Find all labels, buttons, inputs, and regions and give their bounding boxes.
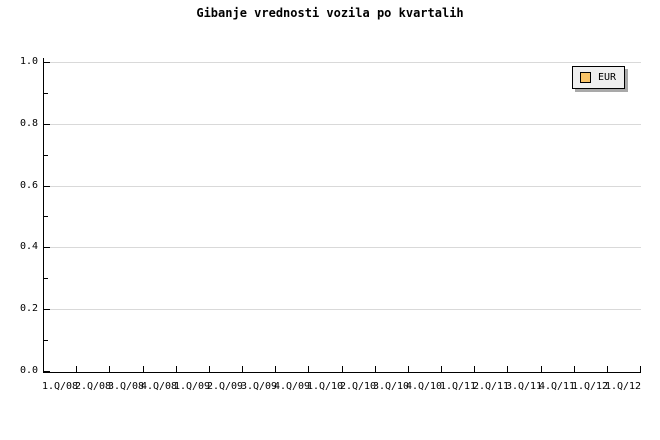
x-tick-label: 4.Q/09	[273, 381, 311, 392]
x-tick-label: 2.Q/11	[472, 381, 510, 392]
x-tick-label: 4.Q/10	[405, 381, 443, 392]
y-tick-label: 0.6	[19, 180, 38, 191]
x-axis-labels: 1.Q/08 2.Q/08 3.Q/08 4.Q/08 1.Q/09 2.Q/09 3.Q/…	[0, 381, 660, 395]
x-boundary-tick	[242, 366, 243, 372]
legend: EUR	[572, 66, 626, 89]
y-axis-labels: 0.0 0.2 0.4 0.6 0.8 1.0	[0, 0, 40, 440]
x-boundary-tick	[441, 366, 442, 372]
legend-swatch-eur	[580, 72, 591, 83]
y-major-tick	[44, 124, 50, 125]
x-boundary-tick	[143, 366, 144, 372]
x-boundary-tick	[275, 366, 276, 372]
y-tick-label: 0.4	[19, 241, 38, 252]
x-tick-label: 3.Q/11	[505, 381, 543, 392]
y-tick-label: 1.0	[19, 56, 38, 67]
y-minor-tick	[44, 278, 48, 279]
x-tick-label: 2.Q/10	[339, 381, 377, 392]
x-tick-label: 1.Q/10	[306, 381, 344, 392]
x-boundary-tick	[541, 366, 542, 372]
y-major-tick	[44, 186, 50, 187]
y-major-tick	[44, 309, 50, 310]
x-tick-label: 1.Q/12	[604, 381, 642, 392]
y-tick-label: 0.2	[19, 303, 38, 314]
x-tick-label: 3.Q/10	[372, 381, 410, 392]
x-tick-label: 3.Q/08	[107, 381, 145, 392]
x-boundary-tick	[342, 366, 343, 372]
x-boundary-tick	[109, 366, 110, 372]
x-boundary-tick	[607, 366, 608, 372]
x-boundary-tick	[474, 366, 475, 372]
legend-label-eur: EUR	[598, 72, 617, 83]
x-boundary-tick	[408, 366, 409, 372]
x-tick-label: 1.Q/11	[439, 381, 477, 392]
chart-title: Gibanje vrednosti vozila po kvartalih	[196, 6, 464, 20]
x-boundary-tick	[308, 366, 309, 372]
x-boundary-tick	[640, 366, 641, 372]
gridline	[44, 247, 641, 248]
x-tick-label: 2.Q/09	[206, 381, 244, 392]
y-major-tick	[44, 62, 50, 63]
y-tick-label: 0.8	[19, 118, 38, 129]
x-boundary-tick	[176, 366, 177, 372]
gridline	[44, 186, 641, 187]
y-major-tick	[44, 247, 50, 248]
x-boundary-tick	[574, 366, 575, 372]
x-tick-label: 1.Q/12	[571, 381, 609, 392]
x-tick-label: 4.Q/08	[140, 381, 178, 392]
plot-area	[43, 58, 641, 373]
x-boundary-tick	[209, 366, 210, 372]
gridline	[44, 124, 641, 125]
y-minor-tick	[44, 216, 48, 217]
x-tick-label: 4.Q/11	[538, 381, 576, 392]
gridline	[44, 309, 641, 310]
y-minor-tick	[44, 340, 48, 341]
y-tick-label: 0.0	[19, 365, 38, 376]
x-tick-label: 2.Q/08	[74, 381, 112, 392]
x-boundary-tick	[507, 366, 508, 372]
x-boundary-tick	[76, 366, 77, 372]
y-minor-tick	[44, 93, 48, 94]
y-minor-tick	[44, 155, 48, 156]
x-boundary-tick	[375, 366, 376, 372]
x-tick-label: 3.Q/09	[240, 381, 278, 392]
x-tick-label: 1.Q/09	[173, 381, 211, 392]
x-tick-label: 1.Q/08	[41, 381, 79, 392]
y-major-tick	[44, 371, 50, 372]
gridline	[44, 62, 641, 63]
